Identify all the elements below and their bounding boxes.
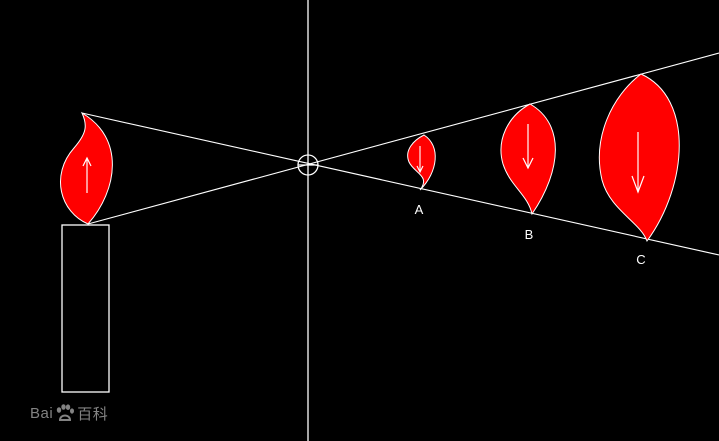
image-label-b: B — [525, 227, 534, 242]
image-flame-c — [598, 73, 680, 243]
image-arrowhead-a — [416, 165, 424, 174]
watermark-text-left: Bai — [30, 404, 54, 422]
image-label-c: C — [636, 252, 645, 267]
image-arrowhead-c — [631, 175, 645, 194]
candle-flame-arrowhead — [82, 156, 92, 167]
image-arrowhead-b — [522, 157, 534, 170]
candle-flame — [60, 111, 113, 225]
candle-body — [61, 224, 110, 393]
ray-bottom-to-top — [87, 52, 719, 225]
watermark-text-right: 百科 — [77, 405, 109, 423]
baidu-baike-watermark: Bai 百科 — [30, 402, 108, 424]
ray-top-to-bottom — [81, 112, 719, 256]
image-label-a: A — [415, 202, 424, 217]
paw-icon — [56, 404, 75, 421]
image-flame-a — [407, 134, 436, 191]
